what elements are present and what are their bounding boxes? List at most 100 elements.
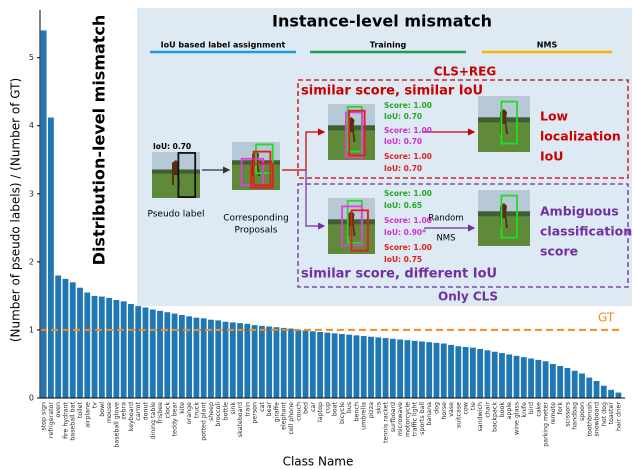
bar (157, 310, 163, 398)
photo-box (177, 152, 197, 198)
y-tick-label: 0 (29, 394, 34, 403)
x-tick-label: cup (324, 402, 331, 413)
result-text: Low (540, 109, 569, 124)
score-text: Score: 1.00 (384, 101, 432, 110)
x-tick-label: tv (92, 402, 99, 408)
bar (477, 348, 484, 398)
x-tick-label: cow (463, 402, 470, 414)
bar (455, 346, 462, 398)
x-tick-label: kite (179, 402, 186, 414)
x-tick-label: surfboard (390, 402, 397, 432)
bar (448, 344, 454, 398)
score-text: Score: 1.00 (384, 216, 432, 225)
result-text: IoU (540, 149, 563, 164)
diagram-title: Instance-level mismatch (272, 12, 492, 31)
bar (84, 292, 91, 398)
group-tag: CLS+REG (434, 65, 496, 79)
photo (328, 198, 375, 254)
score-text: IoU: 0.90* (384, 228, 426, 237)
bar (513, 355, 520, 398)
x-tick-label: oven (55, 402, 62, 417)
bar (309, 331, 316, 398)
x-tick-label: backpack (492, 402, 499, 432)
bar (98, 296, 105, 398)
x-tick-label: bowl (99, 402, 106, 417)
bar (586, 377, 593, 398)
photo-box (250, 162, 274, 189)
x-tick-label: chair (484, 402, 491, 418)
bar (535, 359, 542, 398)
score-text: Score: 1.00 (384, 189, 432, 198)
bar (411, 340, 418, 398)
score-text: Score: 1.00 (384, 243, 432, 252)
x-tick-label: knife (521, 402, 528, 418)
x-tick-label: broccoli (215, 402, 222, 427)
x-tick-label: teddy bear (172, 402, 179, 437)
x-tick-label: skis (375, 402, 382, 414)
arrow (282, 128, 326, 171)
bar (258, 325, 265, 398)
bar (135, 306, 142, 398)
group-box (297, 183, 629, 288)
x-tick-label: clock (164, 402, 171, 419)
stage-label: Training (370, 41, 407, 50)
x-tick-label: skateboard (237, 402, 244, 437)
x-tick-label: bus (346, 402, 353, 413)
y-tick-label: 1 (29, 325, 34, 334)
bar (542, 361, 549, 398)
x-tick-label: train (244, 402, 251, 417)
x-tick-label: laptop (317, 402, 324, 422)
x-tick-label: wine glass (514, 402, 521, 435)
score-text: IoU: 0.70 (384, 112, 422, 121)
bar (69, 282, 76, 398)
group-box (297, 79, 629, 179)
bar (382, 338, 389, 398)
x-tick-label: pizza (368, 402, 375, 418)
score-text: IoU: 0.70 (384, 137, 422, 146)
bar (120, 301, 127, 398)
x-tick-label: bench (353, 402, 360, 421)
x-tick-label: vase (448, 402, 455, 417)
x-tick-label: toilet (77, 401, 84, 418)
photo-box (240, 157, 265, 187)
x-tick-label: handbag (572, 402, 579, 430)
photo (328, 104, 375, 160)
x-tick-label: hot dog (601, 402, 608, 426)
bar (200, 318, 207, 398)
x-tick-label: toothbrush (586, 402, 593, 436)
diagram: Instance-level mismatch IoU based label … (137, 8, 632, 306)
bar (186, 316, 193, 398)
bar (368, 336, 374, 398)
bar (251, 325, 258, 398)
x-tick-label: giraffe (273, 402, 280, 423)
bar (608, 389, 614, 398)
result-text: classification (540, 224, 632, 239)
stage-label: IoU based label assignment (161, 41, 286, 50)
score-text: IoU: 0.75 (384, 255, 422, 264)
bar (593, 380, 600, 398)
x-tick-label: elephant (281, 401, 288, 429)
bar (237, 323, 243, 398)
bar (171, 313, 178, 398)
bar (557, 366, 564, 398)
x-tick-label: couch (295, 402, 302, 421)
x-tick-label: suitcase (455, 402, 462, 428)
x-tick-label: person (252, 402, 259, 424)
bar (178, 314, 185, 398)
x-tick-label: cat (259, 401, 266, 411)
x-tick-label: mouse (106, 402, 113, 423)
x-tick-label: apple (506, 402, 513, 420)
pseudo-label: Pseudo label (147, 210, 204, 220)
bar (484, 350, 491, 398)
bar (91, 295, 98, 398)
x-tick-label: truck (193, 402, 200, 419)
bar (40, 30, 47, 399)
score-text: Score: 1.00 (384, 126, 432, 135)
bar (222, 321, 229, 398)
x-tick-label: carrot (135, 401, 142, 420)
bar (419, 341, 425, 398)
x-tick-label: cell phone (288, 402, 295, 435)
bar (360, 336, 367, 398)
x-tick-label: fork (557, 402, 564, 415)
